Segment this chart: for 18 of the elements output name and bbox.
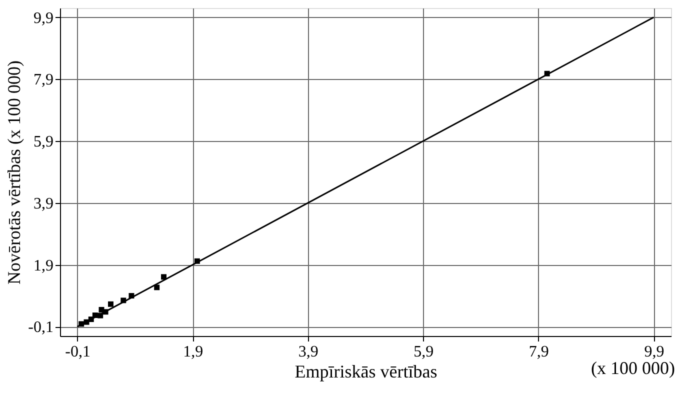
x-tick-label: -0,1 bbox=[65, 344, 90, 360]
x-tick-label: 1,9 bbox=[183, 344, 204, 360]
x-axis-title: Empīriskās vērtības bbox=[294, 362, 438, 382]
y-axis-title: Novērotās vērtības (x 100 000) bbox=[4, 60, 24, 284]
y-tick-label: -0,1 bbox=[28, 319, 54, 336]
point bbox=[161, 274, 166, 280]
y-tick-label: 1,9 bbox=[34, 257, 54, 274]
x-tick-label: 7,9 bbox=[528, 344, 549, 360]
point bbox=[154, 284, 160, 290]
y-tick-label: 7,9 bbox=[34, 72, 54, 89]
y-tick-label: 5,9 bbox=[34, 134, 54, 151]
text: (x 100 000) bbox=[591, 358, 675, 378]
point bbox=[108, 301, 114, 307]
x-tick-label: 9,9 bbox=[644, 344, 664, 360]
y-tick-label: 9,9 bbox=[34, 10, 54, 27]
y-tick-label: 3,9 bbox=[34, 195, 54, 212]
x-tick-label: 5,9 bbox=[414, 344, 434, 360]
x-tick-label: 3,9 bbox=[298, 344, 318, 360]
